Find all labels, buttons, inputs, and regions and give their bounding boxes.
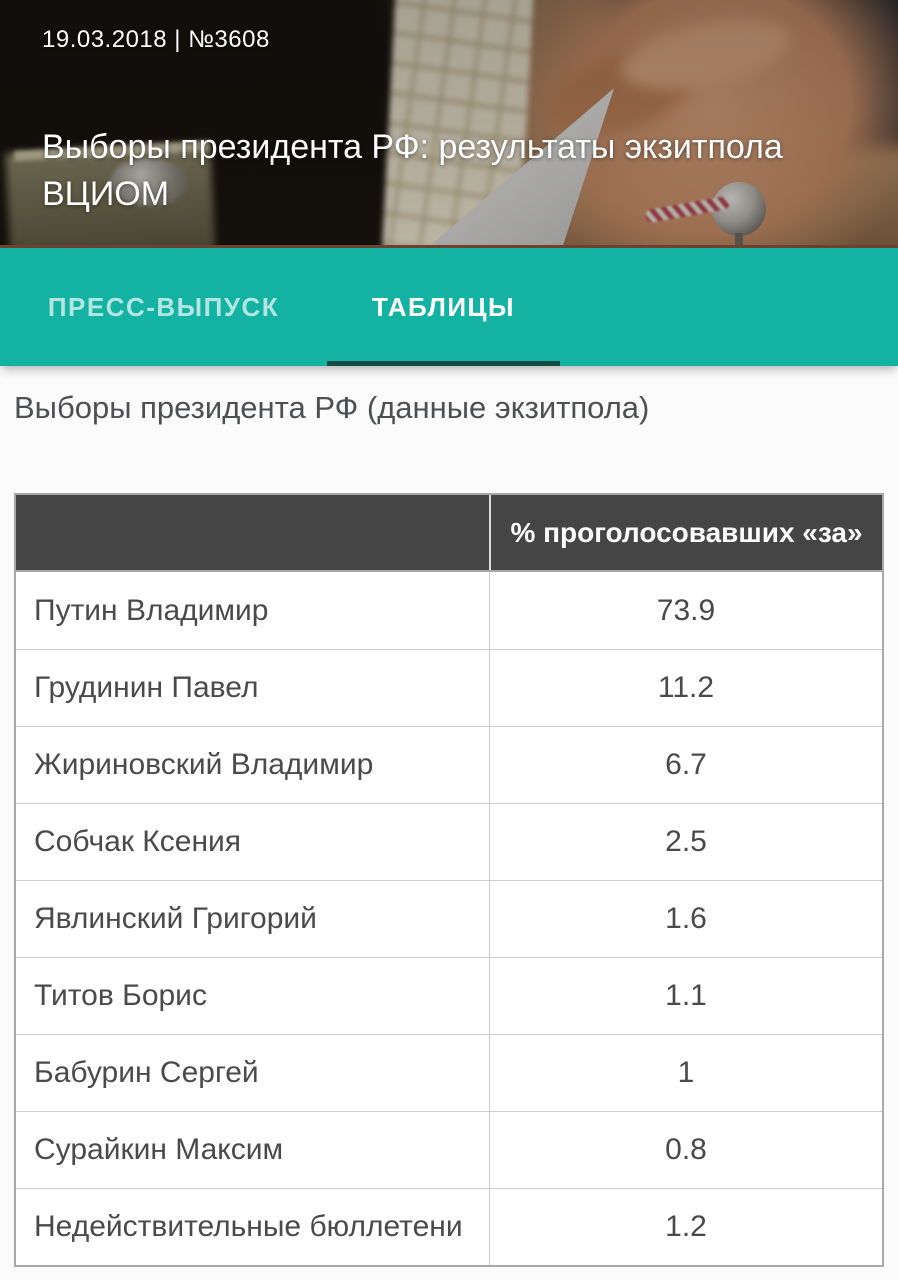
vote-percent: 0.8 bbox=[489, 1112, 882, 1188]
tab-bar: ПРЕСС-ВЫПУСК ТАБЛИЦЫ bbox=[0, 248, 898, 366]
candidate-name: Грудинин Павел bbox=[34, 671, 259, 704]
candidate-name: Недействительные бюллетени bbox=[34, 1210, 463, 1243]
tab-press-release-label: ПРЕСС-ВЫПУСК bbox=[47, 291, 280, 322]
active-tab-underline bbox=[327, 361, 560, 366]
table-row: Недействительные бюллетени 1.2 bbox=[16, 1188, 882, 1265]
section-subtitle: Выборы президента РФ (данные экзитпола) bbox=[14, 390, 650, 425]
table-row: Явлинский Григорий 1.6 bbox=[16, 880, 882, 957]
photo-dark-overlay bbox=[0, 0, 898, 248]
table-row: Жириновский Владимир 6.7 bbox=[16, 726, 882, 803]
vote-percent: 11.2 bbox=[489, 650, 882, 726]
table-row: Сурайкин Максим 0.8 bbox=[16, 1111, 882, 1188]
vote-percent: 1 bbox=[489, 1035, 882, 1111]
table-body: Путин Владимир 73.9 Грудинин Павел 11.2 … bbox=[16, 572, 882, 1265]
table-row: Грудинин Павел 11.2 bbox=[16, 649, 882, 726]
vote-percent: 2.5 bbox=[489, 804, 882, 880]
header-banner: 19.03.2018 | №3608 Выборы президента РФ:… bbox=[0, 0, 898, 248]
vote-percent: 1.2 bbox=[489, 1189, 882, 1265]
empty-header-cell bbox=[16, 495, 489, 570]
tab-press-release[interactable]: ПРЕСС-ВЫПУСК bbox=[0, 248, 327, 366]
candidate-name: Явлинский Григорий bbox=[34, 902, 317, 935]
table-row: Собчак Ксения 2.5 bbox=[16, 803, 882, 880]
candidate-name: Сурайкин Максим bbox=[34, 1133, 284, 1166]
page-title: Выборы президента РФ: результаты экзитпо… bbox=[42, 128, 783, 213]
candidate-name: Путин Владимир bbox=[34, 593, 269, 627]
vote-percent: 6.7 bbox=[489, 727, 882, 803]
candidate-name: Титов Борис bbox=[34, 979, 207, 1012]
table-row: Путин Владимир 73.9 bbox=[16, 572, 882, 649]
table-row: Титов Борис 1.1 bbox=[16, 957, 882, 1034]
percent-header-cell: % проголосовавших «за» bbox=[489, 495, 882, 570]
vote-percent: 1.6 bbox=[489, 881, 882, 957]
results-table: % проголосовавших «за» Путин Владимир 73… bbox=[14, 493, 884, 1267]
vote-percent: 73.9 bbox=[489, 572, 882, 649]
content-area: Выборы президента РФ (данные экзитпола) … bbox=[0, 388, 898, 1267]
release-date-line: 19.03.2018 | №3608 bbox=[42, 26, 270, 53]
vote-percent: 1.1 bbox=[489, 958, 882, 1034]
tab-tables-label: ТАБЛИЦЫ bbox=[372, 291, 515, 322]
photo-bottom-edge bbox=[0, 245, 898, 248]
candidate-name: Собчак Ксения bbox=[34, 825, 242, 858]
photo-shape-box-latch bbox=[110, 158, 188, 206]
table-row: Бабурин Сергей 1 bbox=[16, 1034, 882, 1111]
candidate-name: Жириновский Владимир bbox=[34, 748, 374, 781]
table-header-row: % проголосовавших «за» bbox=[16, 495, 882, 572]
candidate-name: Бабурин Сергей bbox=[34, 1056, 259, 1089]
photo-shape-seal-stem bbox=[735, 233, 743, 248]
tab-tables[interactable]: ТАБЛИЦЫ bbox=[327, 248, 560, 366]
